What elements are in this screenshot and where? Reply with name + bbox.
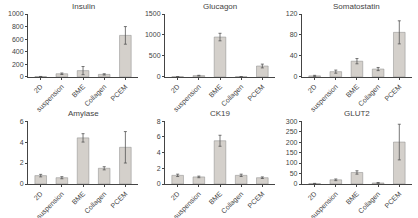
svg-text:PCEM: PCEM	[383, 83, 402, 102]
svg-text:BME: BME	[208, 190, 224, 206]
svg-text:PCEM: PCEM	[246, 83, 265, 102]
svg-text:1500: 1500	[145, 10, 161, 17]
svg-text:2D: 2D	[307, 190, 318, 201]
svg-text:Collagen: Collagen	[357, 190, 382, 215]
svg-text:PCEM: PCEM	[246, 190, 265, 209]
svg-text:CK19: CK19	[210, 109, 231, 118]
svg-text:BME: BME	[344, 83, 360, 99]
svg-text:6: 6	[20, 118, 24, 125]
svg-text:100: 100	[286, 159, 298, 166]
svg-text:150: 150	[286, 149, 298, 156]
svg-text:1000: 1000	[8, 10, 24, 17]
svg-text:BME: BME	[71, 83, 87, 99]
svg-text:2D: 2D	[170, 83, 181, 94]
svg-text:Collagen: Collagen	[357, 83, 382, 108]
svg-text:2D: 2D	[307, 83, 318, 94]
svg-text:1000: 1000	[145, 31, 161, 38]
svg-text:Insulin: Insulin	[72, 2, 95, 11]
svg-text:0: 0	[157, 180, 161, 187]
svg-text:Collagen: Collagen	[220, 83, 245, 108]
svg-text:2: 2	[20, 159, 24, 166]
svg-text:0: 0	[294, 180, 298, 187]
svg-text:suspension: suspension	[172, 190, 203, 218]
svg-text:2D: 2D	[33, 190, 44, 201]
svg-text:Somatostatin: Somatostatin	[333, 2, 380, 11]
svg-text:GLUT2: GLUT2	[344, 109, 370, 118]
svg-text:4: 4	[20, 139, 24, 146]
svg-text:120: 120	[286, 10, 298, 17]
svg-text:Collagen: Collagen	[83, 190, 108, 215]
svg-text:40: 40	[290, 52, 298, 59]
svg-text:suspension: suspension	[309, 83, 340, 114]
svg-text:suspension: suspension	[35, 83, 66, 114]
svg-text:PCEM: PCEM	[383, 190, 402, 209]
svg-text:8: 8	[157, 118, 161, 125]
svg-text:6: 6	[157, 133, 161, 140]
svg-text:250: 250	[286, 128, 298, 135]
svg-text:BME: BME	[71, 190, 87, 206]
svg-text:200: 200	[12, 61, 24, 68]
svg-text:2: 2	[157, 165, 161, 172]
svg-text:suspension: suspension	[309, 190, 340, 218]
svg-text:2D: 2D	[33, 83, 44, 94]
svg-text:300: 300	[286, 118, 298, 125]
svg-text:PCEM: PCEM	[109, 83, 128, 102]
svg-text:600: 600	[12, 36, 24, 43]
svg-text:suspension: suspension	[172, 83, 203, 114]
svg-text:BME: BME	[208, 83, 224, 99]
svg-text:0: 0	[294, 73, 298, 80]
svg-text:Collagen: Collagen	[220, 190, 245, 215]
svg-text:PCEM: PCEM	[109, 190, 128, 209]
svg-text:500: 500	[149, 52, 161, 59]
svg-text:400: 400	[12, 48, 24, 55]
svg-text:0: 0	[20, 73, 24, 80]
svg-text:50: 50	[290, 170, 298, 177]
svg-text:800: 800	[12, 23, 24, 30]
svg-text:Collagen: Collagen	[83, 83, 108, 108]
svg-text:Amylase: Amylase	[68, 109, 99, 118]
svg-text:200: 200	[286, 139, 298, 146]
svg-text:2D: 2D	[170, 190, 181, 201]
svg-text:BME: BME	[344, 190, 360, 206]
svg-text:0: 0	[157, 73, 161, 80]
svg-text:80: 80	[290, 31, 298, 38]
svg-text:suspension: suspension	[35, 190, 66, 218]
svg-text:4: 4	[157, 149, 161, 156]
svg-text:Glucagon: Glucagon	[203, 2, 237, 11]
svg-text:0: 0	[20, 180, 24, 187]
